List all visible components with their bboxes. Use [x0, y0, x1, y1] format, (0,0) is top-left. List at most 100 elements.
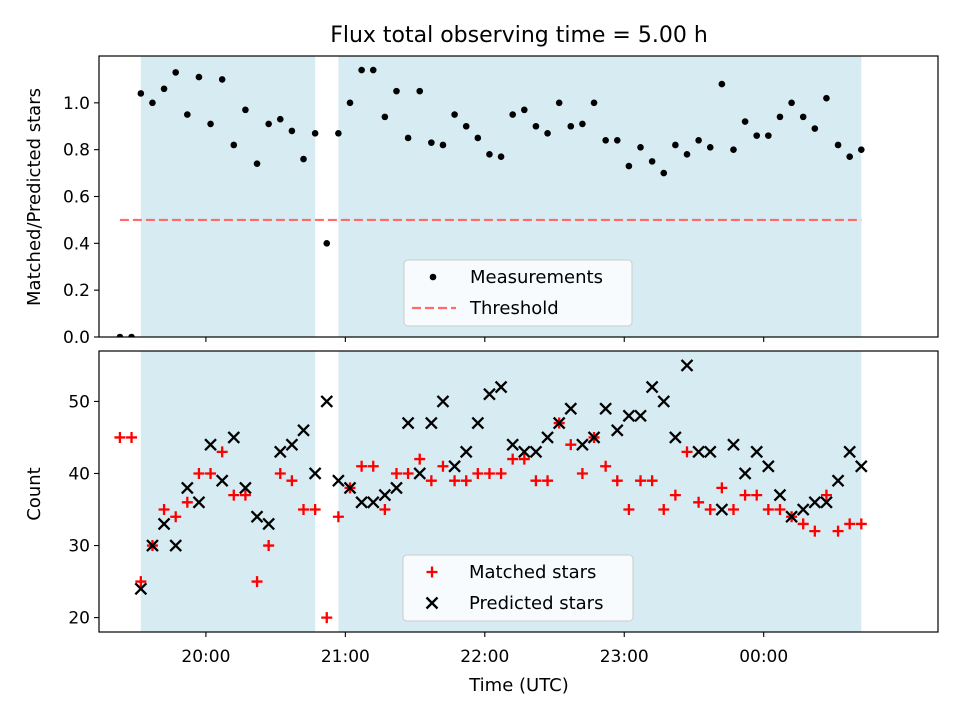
measurement-point [497, 153, 505, 160]
matched-star-marker [797, 518, 809, 530]
matched-star-marker [414, 453, 426, 465]
predicted-star-marker [576, 438, 589, 451]
x-tick-label: 20:00 [181, 647, 230, 667]
measurement-point [613, 137, 621, 144]
predicted-star-marker [564, 402, 578, 415]
y-tick-label: 50 [68, 392, 90, 412]
measurement-point [300, 155, 307, 163]
measurement-point [811, 125, 819, 132]
matched-star-marker [542, 475, 554, 487]
x-tick-label: 21:00 [321, 647, 370, 667]
predicted-star-marker [587, 431, 601, 444]
measurement-point [265, 120, 272, 128]
matched-star-marker [321, 612, 333, 624]
matched-star-marker [704, 504, 716, 516]
top-panel: 0.0 0.2 0.4 0.6 0.8 1.0 Matched/Predicted star… [24, 55, 939, 348]
measurement-point [555, 99, 563, 107]
measurement-point [346, 99, 354, 107]
measurement-point [683, 151, 691, 158]
matched-star-marker [739, 489, 751, 501]
legend-box [402, 554, 634, 622]
measurement-point [116, 333, 124, 337]
matched-star-marker [356, 460, 368, 472]
predicted-star-marker [645, 380, 659, 394]
measurement-point [335, 129, 342, 137]
legend-box [403, 259, 633, 327]
predicted-star-marker [529, 445, 543, 459]
matched-star-marker [193, 467, 205, 479]
predicted-star-marker [831, 474, 845, 488]
measurement-point [532, 122, 540, 130]
predicted-star-marker [169, 539, 183, 552]
measurement-point [393, 87, 400, 95]
matched-star-marker [611, 475, 623, 487]
y-tick-label: 0.0 [63, 328, 90, 348]
matched-star-marker [472, 467, 484, 479]
predicted-star-marker [820, 495, 833, 509]
predicted-star-marker [494, 380, 508, 394]
matched-star-marker [635, 475, 647, 487]
measurement-point [776, 113, 784, 121]
measurement-point [672, 141, 679, 149]
predicted-star-marker [459, 445, 473, 459]
predicted-star-marker [715, 503, 729, 516]
plot-area [114, 351, 868, 632]
predicted-star-marker [250, 510, 264, 524]
y-tick-label: 0.4 [63, 234, 90, 254]
measurement-point [128, 333, 135, 337]
matched-star-marker [239, 489, 251, 501]
measurement-point [137, 90, 145, 97]
measurement-point [858, 146, 865, 153]
y-tick-label: 40 [68, 464, 90, 484]
predicted-star-marker [738, 467, 752, 480]
matched-star-marker [114, 431, 126, 443]
predicted-star-marker [192, 495, 206, 509]
measurement-point [451, 111, 458, 118]
predicted-star-marker [227, 431, 241, 444]
measurement-point [695, 137, 702, 144]
matched-star-marker [332, 511, 344, 523]
matched-star-marker [170, 511, 182, 523]
matched-star-marker [832, 525, 844, 537]
measurement-point [311, 129, 319, 137]
predicted-star-marker [343, 481, 357, 495]
matched-star-marker [263, 540, 275, 552]
matched-star-marker [251, 576, 263, 588]
matched-star-marker [402, 467, 414, 479]
predicted-star-marker [541, 431, 554, 444]
matched-star-marker [449, 475, 461, 487]
measurement-point [718, 80, 726, 88]
predicted-star-marker [483, 387, 496, 401]
matched-star-marker [693, 496, 705, 508]
matched-star-marker [809, 525, 821, 537]
x-tick-label: 22:00 [460, 647, 509, 667]
predicted-star-marker [773, 488, 787, 502]
measurement-point [195, 73, 203, 81]
predicted-star-marker [552, 416, 566, 430]
measurement-point [753, 132, 761, 139]
axes-frame [98, 350, 939, 633]
predicted-star-marker [134, 582, 148, 596]
matched-star-marker [425, 475, 437, 487]
y-tick-label: 20 [68, 609, 90, 629]
y-tick-label: 0.8 [63, 141, 90, 161]
matched-star-marker [716, 482, 728, 494]
matched-star-marker [437, 460, 449, 472]
measurement-point [462, 122, 470, 130]
measurement-point [834, 141, 842, 149]
matched-star-marker [495, 467, 507, 479]
matched-star-marker [820, 489, 832, 501]
measurement-point [706, 144, 714, 151]
bottom-panel: 20 30 40 50 20:00 21:00 22:00 23:00 00:00 Count Ma… [24, 350, 939, 667]
measurement-point [184, 111, 191, 118]
measurement-point [149, 99, 156, 107]
matched-star-marker [181, 496, 193, 508]
matched-star-marker [205, 467, 217, 479]
measurement-point [416, 87, 424, 95]
observing-window-band [140, 56, 316, 337]
predicted-star-marker [622, 409, 636, 423]
predicted-star-marker [285, 438, 299, 451]
measurement-point [369, 66, 377, 74]
matched-star-marker [507, 453, 519, 465]
matched-star-marker [460, 475, 472, 487]
